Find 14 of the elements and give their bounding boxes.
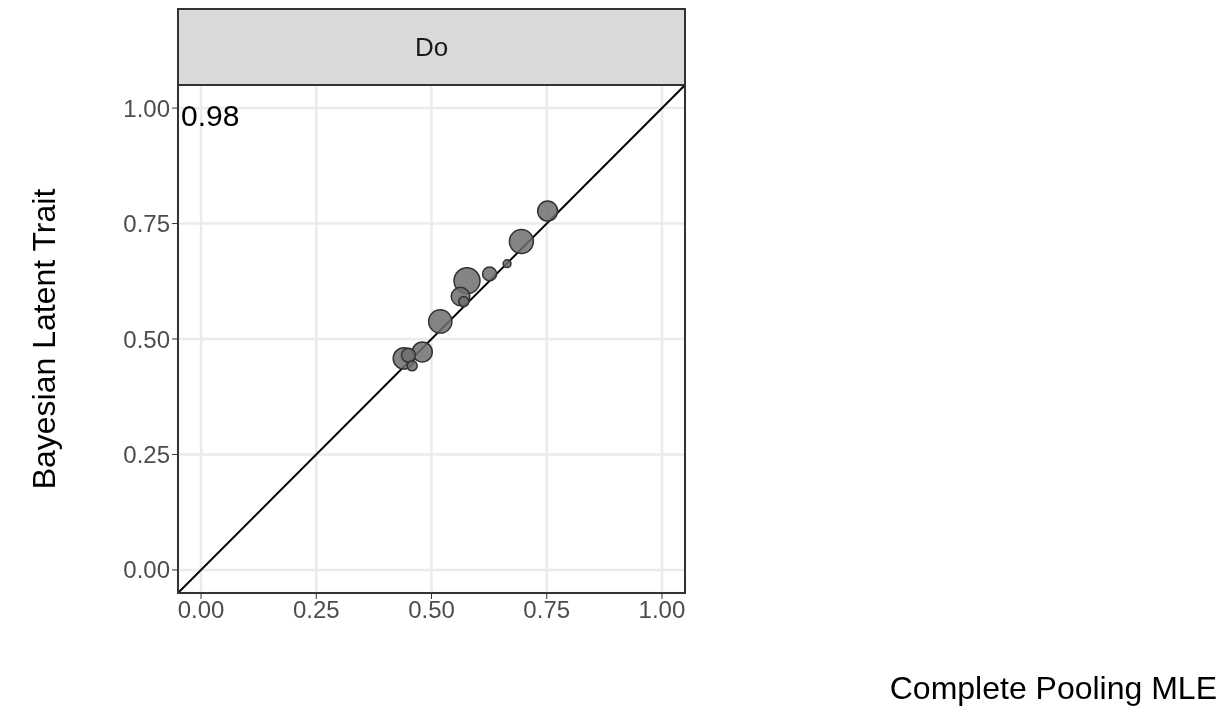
y-tick-label: 0.75 — [123, 210, 170, 238]
y-axis-title: Bayesian Latent Trait — [26, 188, 62, 490]
x-tick-label: 1.00 — [638, 596, 686, 624]
y-tick-label: 0.25 — [123, 440, 170, 468]
text: Complete Pooling MLE — [889, 670, 1217, 706]
chart-title: Do — [414, 31, 449, 62]
annotation: 0.98 — [181, 98, 240, 132]
y-tick-label: 0.50 — [123, 325, 170, 353]
x-tick-label: 0.25 — [292, 596, 340, 624]
x-tick-label: 0.75 — [523, 596, 571, 624]
x-tick-label: 0.50 — [408, 596, 455, 624]
x-tick-label: 0.00 — [177, 596, 225, 624]
y-tick-label: 1.00 — [123, 94, 170, 122]
y-tick-label: 0.00 — [123, 556, 170, 584]
